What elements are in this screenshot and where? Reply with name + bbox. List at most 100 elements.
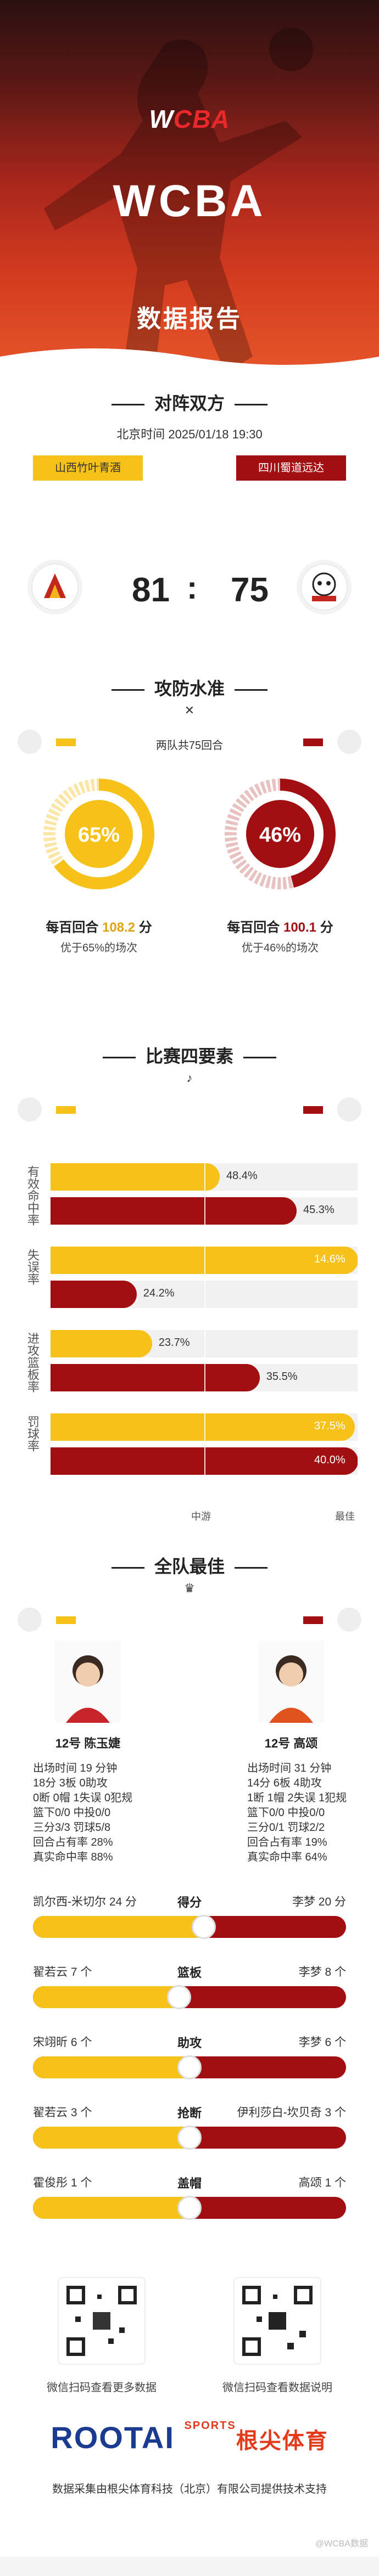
home-points-per-100: 108.2 [102,920,136,935]
leader-compare-row: 宋翊昕 6 个 助攻 李梦 6 个 [0,2033,379,2099]
reference-line [358,1163,359,1503]
stat-line: 14分 6板 4助攻 [247,1777,322,1789]
logo-w: W [149,105,174,133]
compare-knob [177,2196,202,2220]
away-team-tag: 四川蜀道远达 [236,455,346,481]
home-player-name: 12号 陈玉婕 [55,1737,121,1750]
away-factor-fill [51,1197,297,1225]
stat-line: 真实命中率 88% [33,1851,113,1863]
trophy-icon: ♛ [184,1581,195,1595]
stat-line: 篮下0/0 中投0/0 [247,1807,325,1819]
compare-category: 篮板 [177,1966,202,1980]
away-percentile-ring: 46% [225,779,336,889]
home-ring-label: 65% [78,824,120,847]
home-leader: 翟若云 3 个 [33,2106,92,2119]
qr-left-label: 微信扫码查看更多数据 [47,2382,157,2394]
leader-compare-row: 凯尔西-米切尔 24 分 得分 李梦 20 分 [0,1893,379,1959]
away-mini-crest-icon [337,730,361,754]
home-compare-fill [33,1986,179,2008]
away-player-photo [258,1641,324,1723]
away-factor-fill [51,1364,260,1391]
compare-category: 得分 [177,1896,202,1909]
qr-right-label: 微信扫码查看数据说明 [222,2382,332,2394]
compare-knob [191,1915,216,1939]
away-factor-value: 24.2% [143,1287,175,1299]
shield-icon: ✕ [184,703,195,717]
away-factor-bar: 45.3% [51,1197,358,1225]
home-leader: 翟若云 7 个 [33,1966,92,1978]
home-compare-fill [33,2127,190,2149]
compare-category: 盖帽 [177,2177,202,2190]
watermark: @WCBA数据 [315,2539,368,2549]
stat-line: 回合占有率 19% [247,1836,327,1848]
home-compare-fill [33,1916,204,1938]
away-ring-label: 46% [259,824,301,847]
compare-knob [177,2126,202,2150]
home-offense-sub: 优于65%的场次 [60,942,138,954]
away-leader: 李梦 20 分 [292,1896,346,1908]
away-legend-bar [303,1106,323,1114]
away-mini-crest-icon [337,1608,361,1632]
away-offense-label: 每百回合 100.1 分 优于46%的场次 [198,916,363,955]
axis-label-mid: 中游 [191,1511,211,1522]
offense-section: 攻防水准 ✕ 两队共75回合 65% 46% 每百回合 108.2 分 优于65… [0,664,379,1031]
factor-label: 失误率 [26,1249,40,1285]
home-factor-fill [51,1413,355,1441]
compare-category: 抢断 [177,2106,202,2120]
away-mini-crest-icon [337,1097,361,1121]
home-factor-fill [51,1330,152,1357]
away-score: 75 [231,571,269,609]
stat-line: 18分 3板 0助攻 [33,1777,108,1789]
home-mini-crest-icon [18,1097,42,1121]
home-leader: 凯尔西-米切尔 24 分 [33,1896,137,1908]
away-leader: 高颂 1 个 [298,2177,346,2189]
away-factor-value: 40.0% [314,1454,345,1466]
stat-line: 真实命中率 64% [247,1851,327,1863]
qr-code-data-explanation[interactable] [233,2277,321,2365]
factor-label: 进攻篮板率 [26,1332,40,1393]
factors-legend [0,1093,379,1126]
home-score: 81 [132,571,170,609]
away-factor-value: 35.5% [266,1371,298,1383]
away-offense-sub: 优于46%的场次 [241,942,319,954]
away-points-per-100: 100.1 [283,920,317,935]
hero-banner: WCBA WCBA 数据报告 [0,0,379,379]
matchup-section: 对阵双方 北京时间 2025/01/18 19:30 山西竹叶青酒 四川蜀道远达… [0,379,379,664]
home-crest-icon [27,560,82,615]
wave-divider [0,348,379,379]
page-title: WCBA [113,176,266,226]
stat-line: 篮下0/0 中投0/0 [33,1807,111,1819]
home-legend-bar [56,1106,76,1114]
away-legend-bar [303,739,323,746]
possessions-text: 两队共75回合 [155,740,224,752]
home-player-photo [55,1641,121,1723]
away-player-stats: 出场时间 31 分钟 14分 6板 4助攻 1断 1帽 2失误 1犯规 篮下0/0 中… [247,1761,379,1865]
away-player-name: 12号 高颂 [264,1737,318,1750]
matchup-title: 对阵双方 [0,379,379,415]
home-team-tag: 山西竹叶青酒 [33,455,143,481]
home-factor-fill [51,1163,220,1191]
away-leader: 李梦 8 个 [298,1966,346,1978]
home-factor-value: 14.6% [314,1253,345,1265]
reference-line [204,1163,205,1503]
home-leader: 宋翊昕 6 个 [33,2036,92,2049]
leader-compare-row: 翟若云 7 个 篮板 李梦 8 个 [0,1963,379,2029]
stat-line: 回合占有率 28% [33,1836,113,1848]
compare-track [33,1916,346,1938]
page-subtitle: 数据报告 [137,306,242,332]
score-colon: : [187,570,198,606]
stat-line: 三分0/1 罚球2/2 [247,1822,325,1834]
best-legend [0,1603,379,1636]
axis-label-best: 最佳 [335,1511,355,1522]
factors-title: 比赛四要素 [0,1031,379,1068]
stat-line: 三分3/3 罚球5/8 [33,1822,111,1834]
factor-label: 有效命中率 [26,1165,40,1226]
compare-knob [167,1985,191,2009]
stat-line: 出场时间 19 分钟 [33,1762,118,1774]
footer: 微信扫码查看更多数据 微信扫码查看数据说明 ROOTAI SPORTS根尖体育 … [0,2255,379,2557]
away-leader: 李梦 6 个 [298,2036,346,2049]
away-legend-bar [303,1616,323,1624]
offense-title: 攻防水准 [0,664,379,700]
home-legend-bar [56,739,76,746]
qr-code-more-data[interactable] [58,2277,146,2365]
